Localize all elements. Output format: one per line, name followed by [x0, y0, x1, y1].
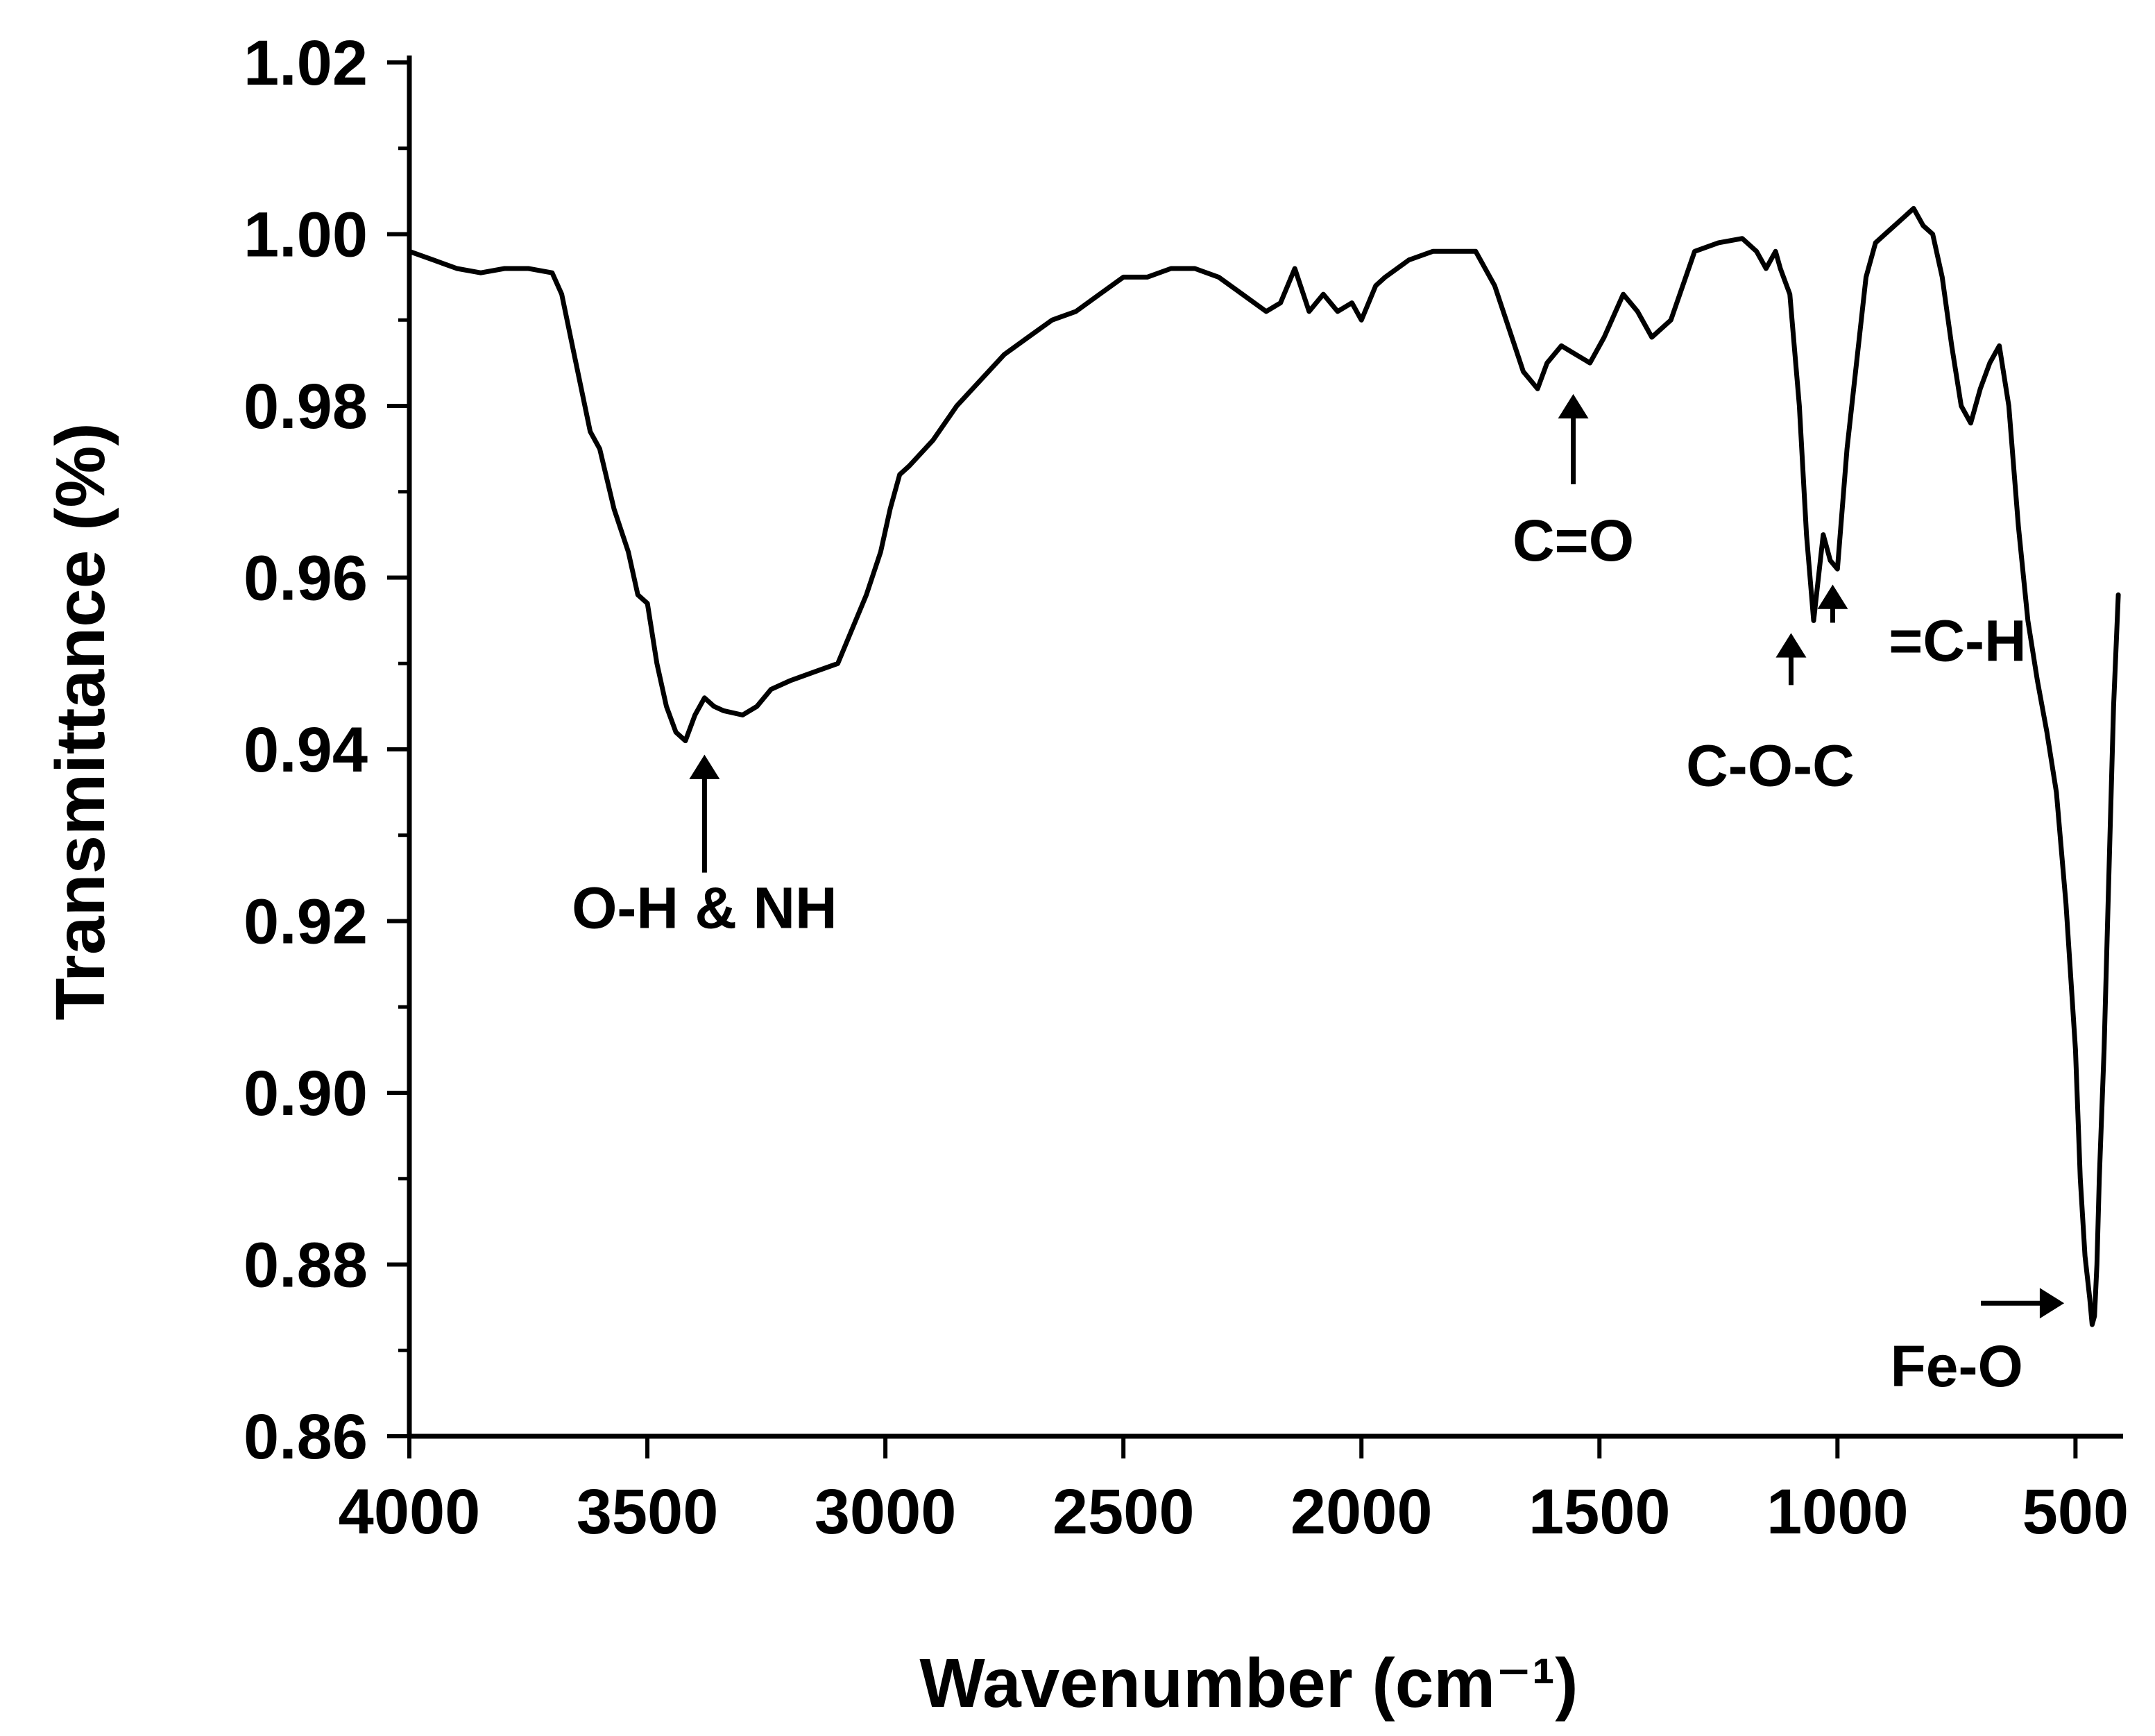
x-tick-label: 500	[2022, 1477, 2129, 1547]
annotation-label: Fe-O	[1890, 1334, 2022, 1399]
x-tick-label: 3500	[577, 1477, 719, 1547]
y-tick-label: 0.88	[244, 1230, 368, 1301]
annotation: C-O-C	[1686, 633, 1855, 798]
y-tick-label: 0.94	[244, 715, 368, 785]
annotations: O-H & NH C=O C-O-C =C-H Fe-O	[572, 393, 2065, 1399]
y-axis-title: Transmittance (%)	[42, 423, 119, 1020]
annotation: =C-H	[1817, 584, 2027, 674]
axes	[407, 56, 2123, 1439]
x-tick-label: 1500	[1528, 1477, 1671, 1547]
y-tick-label: 1.02	[244, 28, 368, 99]
y-tick-label: 0.92	[244, 887, 368, 958]
arrow-head	[689, 754, 720, 779]
x-tick-label: 3000	[815, 1477, 957, 1547]
annotation: C=O	[1513, 393, 1634, 573]
ticks: 0.86 0.88 0.90 0.92 0.94 0.96 0.98 1.00 1.02 4000…	[244, 28, 2129, 1547]
y-tick-label: 0.96	[244, 543, 368, 614]
arrow-head	[1817, 584, 1848, 609]
x-tick-label: 4000	[339, 1477, 481, 1547]
annotation: Fe-O	[1890, 1288, 2065, 1399]
x-tick-label: 2000	[1291, 1477, 1433, 1547]
x-tick-label: 1000	[1766, 1477, 1909, 1547]
annotation-label: O-H & NH	[572, 876, 837, 941]
arrow-head	[1775, 633, 1807, 658]
spectrum-line	[407, 205, 2121, 1327]
arrow-head	[2039, 1288, 2065, 1319]
annotation: O-H & NH	[572, 754, 837, 941]
y-tick-label: 0.98	[244, 371, 368, 442]
annotation-label: =C-H	[1889, 609, 2026, 674]
annotation-label: C-O-C	[1686, 733, 1855, 798]
y-tick-label: 0.90	[244, 1058, 368, 1129]
y-tick-label: 0.86	[244, 1402, 368, 1472]
series	[407, 205, 2121, 1327]
x-tick-label: 2500	[1053, 1477, 1195, 1547]
y-tick-label: 1.00	[244, 200, 368, 271]
x-axis-title: Wavenumber (cm⁻¹)	[919, 1644, 1578, 1722]
arrow-head	[1558, 393, 1589, 419]
annotation-label: C=O	[1513, 508, 1634, 573]
